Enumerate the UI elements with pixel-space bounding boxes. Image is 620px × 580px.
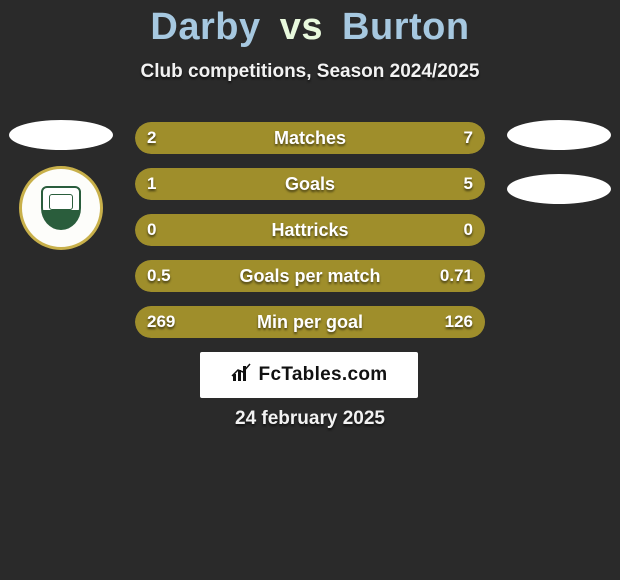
stat-label: Matches	[135, 122, 485, 154]
team1-crest	[19, 166, 103, 250]
stats-list: 27Matches 15Goals 00Hattricks 0.50.71Goals …	[135, 122, 485, 338]
comparison-card: Darby vs Burton Club competitions, Seaso…	[0, 0, 620, 580]
stat-label: Hattricks	[135, 214, 485, 246]
vs-label: vs	[280, 6, 323, 48]
placeholder-ellipse	[507, 174, 611, 204]
stat-label: Goals per match	[135, 260, 485, 292]
placeholder-ellipse	[9, 120, 113, 150]
team2-name: Burton	[342, 6, 470, 48]
stat-label: Goals	[135, 168, 485, 200]
stat-bar: 269126Min per goal	[135, 306, 485, 338]
stat-bar: 0.50.71Goals per match	[135, 260, 485, 292]
watermark: FcTables.com	[200, 352, 418, 398]
stat-bar: 27Matches	[135, 122, 485, 154]
crest-icon	[41, 186, 81, 230]
placeholder-ellipse	[507, 120, 611, 150]
date-label: 24 february 2025	[0, 408, 620, 430]
stat-bar: 00Hattricks	[135, 214, 485, 246]
watermark-text: FcTables.com	[259, 364, 388, 386]
page-title: Darby vs Burton	[0, 0, 620, 49]
bar-chart-icon	[231, 362, 253, 389]
stat-bar: 15Goals	[135, 168, 485, 200]
team1-name: Darby	[150, 6, 260, 48]
subtitle: Club competitions, Season 2024/2025	[0, 61, 620, 83]
stat-label: Min per goal	[135, 306, 485, 338]
left-badge-column	[6, 120, 116, 250]
right-badge-column	[504, 120, 614, 204]
